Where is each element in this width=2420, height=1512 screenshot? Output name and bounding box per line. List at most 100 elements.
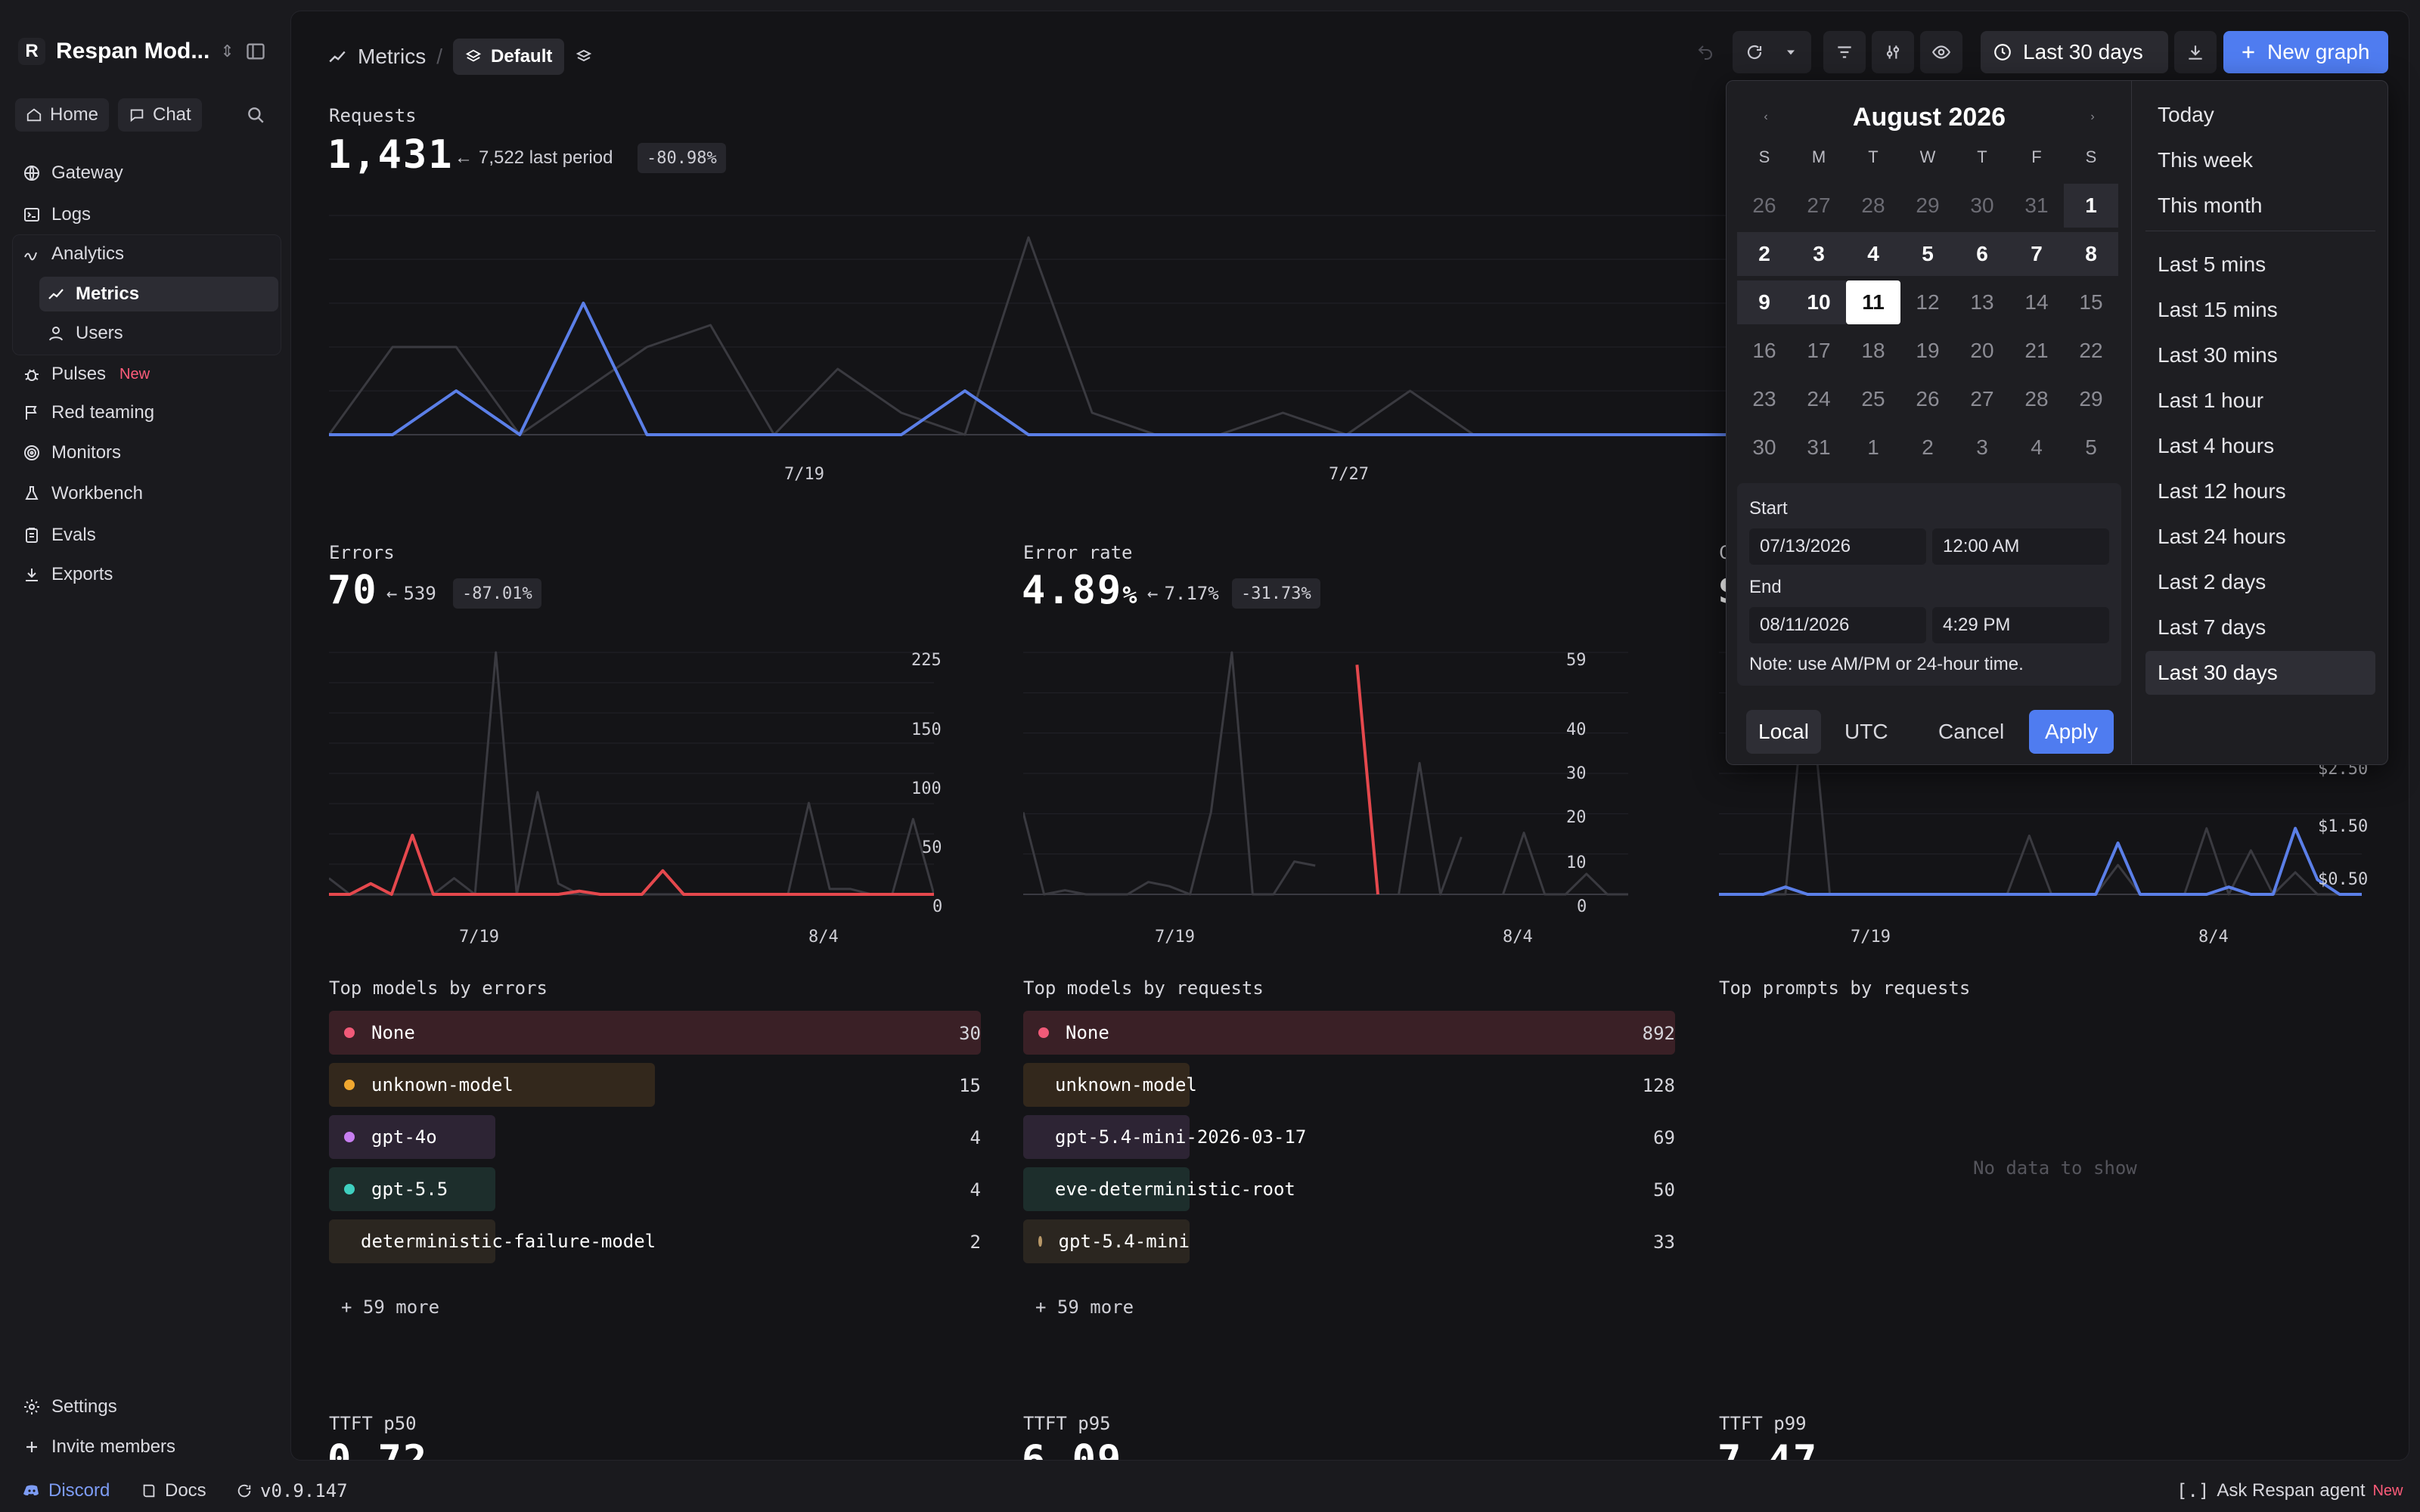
undo-icon[interactable] xyxy=(1684,31,1727,73)
workspace-switcher[interactable]: R Respan Mod... ⇕ xyxy=(18,33,234,70)
search-icon[interactable] xyxy=(239,98,272,132)
list-item[interactable]: gpt-4o xyxy=(329,1115,495,1159)
calendar-day[interactable]: 27 xyxy=(1970,387,1994,411)
calendar-day[interactable]: 1 xyxy=(2064,184,2118,228)
list-item[interactable]: unknown-model xyxy=(329,1063,655,1107)
calendar-day[interactable]: 16 xyxy=(1752,339,1776,362)
calendar-day[interactable]: 18 xyxy=(1861,339,1885,362)
calendar-day[interactable]: 8 xyxy=(2064,232,2118,276)
new-graph-button[interactable]: New graph xyxy=(2223,31,2388,73)
calendar-day[interactable]: 3 xyxy=(1792,232,1846,276)
sidebar-item-users[interactable]: Users xyxy=(39,316,278,351)
calendar-day[interactable]: 19 xyxy=(1916,339,1940,362)
list-item[interactable]: gpt-5.4-mini-2026-03-17 xyxy=(1023,1115,1306,1159)
prev-month-icon[interactable]: ‹ xyxy=(1764,110,1768,123)
end-date-input[interactable]: 08/11/2026 xyxy=(1749,607,1926,643)
list-item[interactable]: None xyxy=(329,1011,981,1055)
sidebar-toggle-icon[interactable] xyxy=(239,35,272,68)
preset-option[interactable]: This week xyxy=(2158,148,2254,172)
date-range-button[interactable]: Last 30 days xyxy=(1981,31,2168,73)
calendar-day[interactable]: 20 xyxy=(1970,339,1994,362)
discord-link[interactable]: Discord xyxy=(23,1480,110,1501)
download-icon[interactable] xyxy=(2174,31,2217,73)
preset-option[interactable]: Last 1 hour xyxy=(2158,389,2264,412)
preset-option[interactable]: Today xyxy=(2158,103,2214,126)
cancel-button[interactable]: Cancel xyxy=(1938,720,2005,743)
timezone-local-toggle[interactable]: Local xyxy=(1746,710,1821,754)
calendar-day[interactable]: 26 xyxy=(1752,194,1776,217)
preset-option[interactable]: Last 4 hours xyxy=(2158,434,2275,457)
sidebar-item-gateway[interactable]: Gateway xyxy=(15,156,123,191)
sidebar-item-evals[interactable]: Evals xyxy=(15,518,96,553)
preset-option[interactable]: Last 30 days xyxy=(2145,651,2375,695)
calendar-day[interactable]: 2 xyxy=(1922,435,1934,459)
calendar-day[interactable]: 17 xyxy=(1807,339,1831,362)
list-item[interactable]: None xyxy=(1023,1011,1675,1055)
calendar-day[interactable]: 28 xyxy=(1861,194,1885,217)
calendar-day[interactable]: 10 xyxy=(1792,280,1846,324)
list-item[interactable]: unknown-model xyxy=(1023,1063,1197,1107)
preset-option[interactable]: This month xyxy=(2158,194,2263,217)
calendar-day[interactable]: 7 xyxy=(2009,232,2064,276)
sidebar-item-logs[interactable]: Logs xyxy=(15,197,91,232)
calendar-day[interactable]: 21 xyxy=(2024,339,2049,362)
calendar-day[interactable]: 15 xyxy=(2079,290,2103,314)
calendar-day[interactable]: 30 xyxy=(1970,194,1994,217)
calendar-day[interactable]: 22 xyxy=(2079,339,2103,362)
calendar-day[interactable]: 30 xyxy=(1752,435,1776,459)
calendar-day[interactable]: 12 xyxy=(1916,290,1940,314)
calendar-day[interactable]: 23 xyxy=(1752,387,1776,411)
calendar-day[interactable]: 27 xyxy=(1807,194,1831,217)
eye-icon[interactable] xyxy=(1920,31,1962,73)
sidebar-item-analytics[interactable]: Analytics xyxy=(15,237,124,271)
end-time-input[interactable]: 4:29 PM xyxy=(1932,607,2109,643)
calendar-day[interactable]: 1 xyxy=(1867,435,1879,459)
view-selector[interactable]: Default xyxy=(453,39,565,75)
sidebar-item-exports[interactable]: Exports xyxy=(15,557,113,592)
calendar-day[interactable]: 5 xyxy=(1900,232,1955,276)
list-item[interactable]: deterministic-failure-model xyxy=(329,1219,656,1263)
calendar-day[interactable]: 11 xyxy=(1846,280,1900,324)
preset-option[interactable]: Last 5 mins xyxy=(2158,253,2266,276)
start-date-input[interactable]: 07/13/2026 xyxy=(1749,528,1926,565)
filter-icon[interactable] xyxy=(1823,31,1866,73)
top-errors-more[interactable]: + 59 more xyxy=(341,1297,440,1318)
calendar-day[interactable]: 3 xyxy=(1976,435,1988,459)
preset-option[interactable]: Last 7 days xyxy=(2158,615,2266,639)
sidebar-item-workbench[interactable]: Workbench xyxy=(15,476,143,511)
preset-option[interactable]: Last 2 days xyxy=(2158,570,2266,593)
calendar-day[interactable]: 4 xyxy=(2031,435,2043,459)
calendar-day[interactable]: 2 xyxy=(1737,232,1792,276)
list-item[interactable]: gpt-5.4-mini xyxy=(1023,1219,1190,1263)
chat-button[interactable]: Chat xyxy=(118,98,202,132)
invite-members-button[interactable]: Invite members xyxy=(15,1430,175,1464)
sidebar-item-red-teaming[interactable]: Red teaming xyxy=(15,395,154,430)
calendar-day[interactable]: 31 xyxy=(1807,435,1831,459)
calendar-day[interactable]: 29 xyxy=(2079,387,2103,411)
list-item[interactable]: eve-deterministic-root xyxy=(1023,1167,1295,1211)
refresh-button[interactable] xyxy=(1733,31,1811,73)
calendar-day[interactable]: 6 xyxy=(1955,232,2009,276)
preset-option[interactable]: Last 24 hours xyxy=(2158,525,2286,548)
calendar-day[interactable]: 14 xyxy=(2024,290,2049,314)
preset-option[interactable]: Last 30 mins xyxy=(2158,343,2278,367)
calendar-day[interactable]: 4 xyxy=(1846,232,1900,276)
calendar-day[interactable]: 9 xyxy=(1737,280,1792,324)
calendar-day[interactable]: 31 xyxy=(2024,194,2049,217)
start-time-input[interactable]: 12:00 AM xyxy=(1932,528,2109,565)
breadcrumb-metrics[interactable]: Metrics xyxy=(358,45,427,68)
calendar-day[interactable]: 29 xyxy=(1916,194,1940,217)
layers-edit-icon[interactable] xyxy=(575,48,593,66)
home-button[interactable]: Home xyxy=(15,98,110,132)
ask-agent-button[interactable]: [.] Ask Respan agent New xyxy=(2176,1480,2403,1501)
docs-link[interactable]: Docs xyxy=(141,1480,206,1501)
errors-chart[interactable] xyxy=(329,645,934,925)
calendar-day[interactable]: 13 xyxy=(1970,290,1994,314)
apply-button[interactable]: Apply xyxy=(2029,710,2114,754)
requests-chart[interactable] xyxy=(329,208,1728,465)
list-item[interactable]: gpt-5.5 xyxy=(329,1167,495,1211)
preset-option[interactable]: Last 12 hours xyxy=(2158,479,2286,503)
calendar-day[interactable]: 28 xyxy=(2024,387,2049,411)
calendar-day[interactable]: 5 xyxy=(2085,435,2097,459)
sidebar-item-metrics[interactable]: Metrics xyxy=(39,277,278,311)
